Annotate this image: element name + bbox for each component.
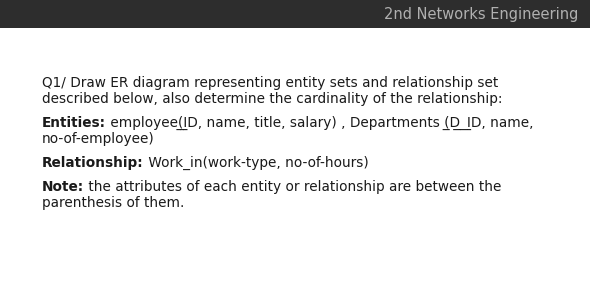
Text: Note:: Note:	[42, 180, 84, 194]
Text: parenthesis of them.: parenthesis of them.	[42, 196, 184, 210]
Text: employee(̲I̲D, name, title, salary) , Departments (̲D̲_̲I̲D, name,: employee(̲I̲D, name, title, salary) , De…	[106, 116, 533, 130]
Text: 2nd Networks Engineering: 2nd Networks Engineering	[384, 6, 578, 22]
Text: the attributes of each entity or relationship are between the: the attributes of each entity or relatio…	[84, 180, 502, 194]
Bar	[0, 0, 590, 28]
Text: described below, also determine the cardinality of the relationship:: described below, also determine the card…	[42, 92, 503, 106]
Text: Entities:: Entities:	[42, 116, 106, 130]
Text: no-of-employee): no-of-employee)	[42, 132, 155, 146]
Text: Relationship:: Relationship:	[42, 156, 143, 170]
Text: Q1/ Draw ER diagram representing entity sets and relationship set: Q1/ Draw ER diagram representing entity …	[42, 76, 498, 90]
Text: Work_in(work-type, no-of-hours): Work_in(work-type, no-of-hours)	[143, 156, 368, 170]
